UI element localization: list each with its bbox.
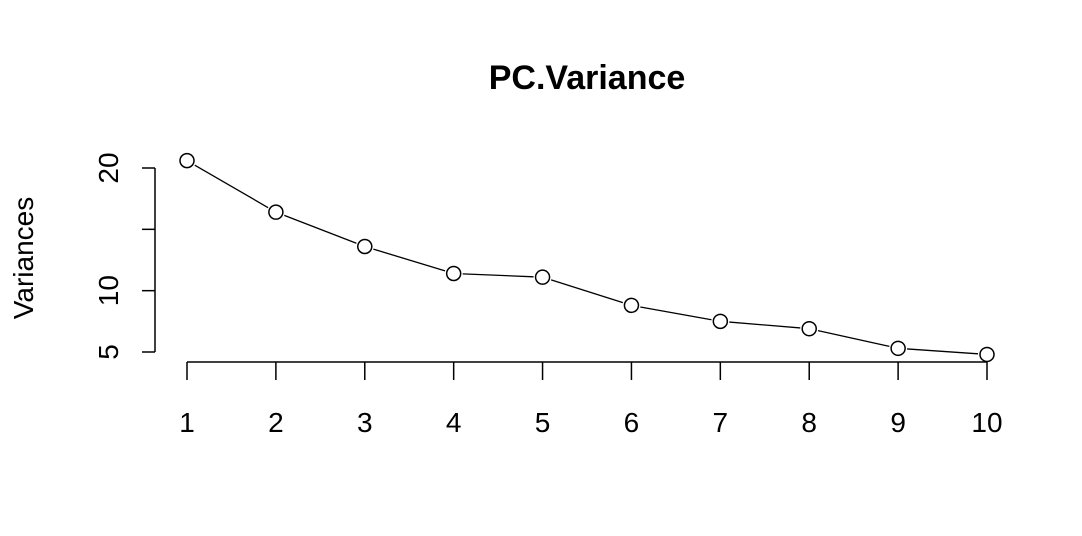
data-point: [357, 238, 373, 255]
data-point: [179, 152, 195, 169]
series-line-segment: [550, 279, 624, 304]
x-tick-label: 2: [268, 407, 284, 438]
y-axis-label: Variances: [8, 197, 39, 319]
series-layer: [179, 152, 995, 363]
data-point: [534, 269, 551, 285]
data-point: [890, 340, 906, 357]
y-tick-label: 20: [93, 152, 124, 183]
series-line-segment: [462, 273, 534, 278]
series-line-segment: [817, 329, 890, 348]
series-line-segment: [907, 348, 979, 355]
series-line-segment: [729, 321, 801, 329]
data-point: [801, 320, 817, 337]
x-axis: 1 2 3 4 5 6 7 8 9 10: [179, 361, 1003, 438]
series-line-segment: [640, 306, 712, 321]
data-point: [623, 297, 640, 314]
x-tick-label: 7: [713, 407, 729, 438]
x-tick-label: 10: [971, 407, 1002, 438]
x-tick-label: 9: [890, 407, 906, 438]
y-tick-label: 10: [93, 275, 124, 306]
x-tick-label: 5: [535, 407, 551, 438]
x-tick-label: 1: [179, 407, 195, 438]
data-point: [712, 313, 729, 330]
data-point: [268, 204, 284, 220]
x-tick-label: 4: [446, 407, 462, 438]
data-point: [445, 265, 462, 282]
series-line-segment: [284, 214, 357, 244]
series-line-segment: [194, 164, 269, 209]
y-axis: 5 10 20: [93, 152, 156, 360]
y-tick-label: 5: [93, 344, 124, 360]
data-point: [979, 346, 995, 363]
x-tick-label: 3: [357, 407, 373, 438]
chart-title: PC.Variance: [489, 59, 686, 97]
x-tick-label: 6: [624, 407, 640, 438]
series-line-segment: [373, 248, 446, 272]
x-tick-label: 8: [801, 407, 817, 438]
